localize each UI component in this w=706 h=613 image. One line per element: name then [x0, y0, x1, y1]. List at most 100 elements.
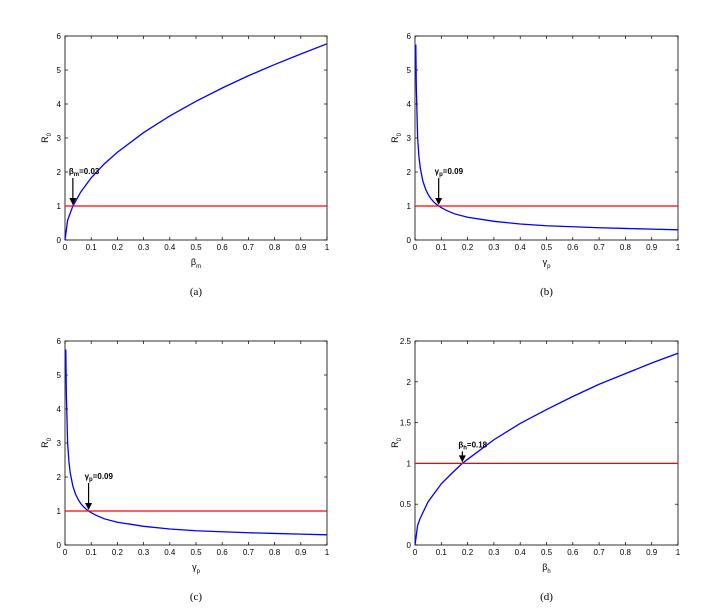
x-axis-label: βm — [191, 257, 201, 270]
y-tick-label: 0.5 — [400, 500, 412, 509]
x-tick-label: 0.2 — [462, 243, 474, 252]
y-tick-label: 5 — [57, 371, 62, 380]
x-tick-label: 0.2 — [112, 548, 124, 557]
chart-panel-c: 0 0.1 0.2 0.3 0.4 0.5 0.6 0.7 0.8 0.9 1 0 1 2 3 4 5 6 γp R0… — [40, 337, 330, 603]
y-tick-label: 2 — [407, 378, 412, 387]
y-tick-label: 6 — [57, 337, 62, 346]
x-tick-label: 0.2 — [112, 243, 124, 252]
x-tick-label: 0.7 — [594, 243, 606, 252]
x-tick-label: 0.5 — [541, 548, 553, 557]
y-tick-label: 3 — [57, 134, 62, 143]
plot-frame — [64, 340, 328, 546]
x-tick-label: 0.7 — [594, 548, 606, 557]
x-tick-label: 0.4 — [515, 548, 527, 557]
x-tick-label: 0.4 — [164, 243, 176, 252]
x-tick-label: 0.1 — [436, 243, 448, 252]
y-tick-label: 1.5 — [400, 419, 412, 428]
y-tick-label: 1 — [57, 202, 62, 211]
annotation-arrow-head — [69, 198, 77, 205]
x-tick-label: 0 — [413, 548, 418, 557]
x-tick-label: 0.8 — [269, 243, 281, 252]
y-tick-label: 1 — [407, 459, 412, 468]
x-tick-label: 0.6 — [217, 243, 229, 252]
y-tick-label: 6 — [57, 32, 62, 41]
y-axis-label: R0 — [40, 437, 53, 448]
x-tick-label: 0.9 — [295, 548, 307, 557]
x-tick-label: 0.8 — [620, 243, 632, 252]
x-axis-label: βh — [542, 562, 551, 575]
x-tick-label: 0.6 — [567, 243, 579, 252]
y-tick-label: 5 — [57, 66, 62, 75]
x-tick-label: 1 — [676, 548, 681, 557]
annotation-arrow-head — [85, 503, 93, 510]
x-tick-label: 0.5 — [190, 243, 202, 252]
panel-caption: (d) — [540, 591, 553, 603]
x-tick-label: 0.1 — [86, 243, 98, 252]
x-tick-label: 0 — [63, 548, 68, 557]
panel-caption: (c) — [190, 591, 203, 603]
annotation-arrow-head — [435, 198, 443, 205]
y-axis-label: R0 — [390, 132, 403, 143]
x-tick-label: 0.7 — [243, 548, 255, 557]
y-tick-label: 2.5 — [400, 337, 412, 346]
x-tick-label: 0.4 — [515, 243, 527, 252]
x-tick-label: 0.8 — [620, 548, 632, 557]
x-tick-label: 1 — [676, 243, 681, 252]
x-tick-label: 0.5 — [541, 243, 553, 252]
y-tick-label: 2 — [57, 168, 62, 177]
x-tick-label: 0 — [413, 243, 418, 252]
annotation-label: βh=0.18 — [458, 440, 487, 451]
y-tick-label: 3 — [57, 439, 62, 448]
y-tick-label: 5 — [407, 66, 412, 75]
plot-frame — [414, 35, 679, 241]
plot-frame — [414, 340, 679, 546]
chart-panel-a: 0 0.1 0.2 0.3 0.4 0.5 0.6 0.7 0.8 0.9 1 0 1 2 3 4 5 6 βm R0… — [40, 32, 330, 298]
r0-curve — [64, 43, 328, 241]
y-tick-label: 1 — [407, 202, 412, 211]
x-tick-label: 0.9 — [646, 243, 658, 252]
y-tick-label: 2 — [407, 168, 412, 177]
annotation-label: βm=0.03 — [69, 167, 100, 178]
y-tick-label: 4 — [57, 100, 62, 109]
x-tick-label: 0.7 — [243, 243, 255, 252]
y-axis-label: R0 — [40, 132, 53, 143]
annotation-label: γp=0.09 — [435, 167, 464, 178]
annotation-arrow-head — [458, 455, 466, 463]
y-axis-label: R0 — [390, 437, 403, 448]
x-tick-label: 1 — [325, 243, 330, 252]
panel-caption: (a) — [190, 286, 203, 298]
y-tick-label: 0 — [57, 236, 62, 245]
x-tick-label: 0.2 — [462, 548, 474, 557]
x-tick-label: 0.9 — [295, 243, 307, 252]
x-tick-label: 0.6 — [567, 548, 579, 557]
x-tick-label: 0.1 — [436, 548, 448, 557]
x-tick-label: 0.4 — [164, 548, 176, 557]
x-axis-label: γp — [192, 562, 201, 575]
y-tick-label: 0 — [407, 541, 412, 550]
x-tick-label: 0.6 — [217, 548, 229, 557]
x-tick-label: 0.9 — [646, 548, 658, 557]
y-tick-label: 3 — [407, 134, 412, 143]
y-tick-label: 4 — [407, 100, 412, 109]
y-tick-label: 6 — [407, 32, 412, 41]
r0-curve — [415, 44, 679, 231]
plot-frame — [64, 35, 328, 241]
r0-curve — [65, 349, 328, 536]
x-tick-label: 1 — [325, 548, 330, 557]
annotation-label: γp=0.09 — [85, 472, 114, 483]
x-tick-label: 0.8 — [269, 548, 281, 557]
y-tick-label: 0 — [407, 236, 412, 245]
y-tick-label: 4 — [57, 405, 62, 414]
x-tick-label: 0.5 — [190, 548, 202, 557]
y-tick-label: 1 — [57, 507, 62, 516]
chart-panel-b: 0 0.1 0.2 0.3 0.4 0.5 0.6 0.7 0.8 0.9 1 0 1 2 3 4 5 6 γp R0… — [390, 32, 681, 298]
panel-caption: (b) — [540, 286, 553, 298]
x-tick-label: 0.3 — [138, 548, 150, 557]
x-tick-label: 0.3 — [488, 548, 500, 557]
x-axis-label: γp — [543, 257, 552, 270]
chart-panel-d: 0 0.1 0.2 0.3 0.4 0.5 0.6 0.7 0.8 0.9 1 0 0.5 1 1.5 2 2.… — [390, 337, 681, 603]
y-tick-label: 2 — [57, 473, 62, 482]
x-tick-label: 0 — [63, 243, 68, 252]
x-tick-label: 0.1 — [86, 548, 98, 557]
